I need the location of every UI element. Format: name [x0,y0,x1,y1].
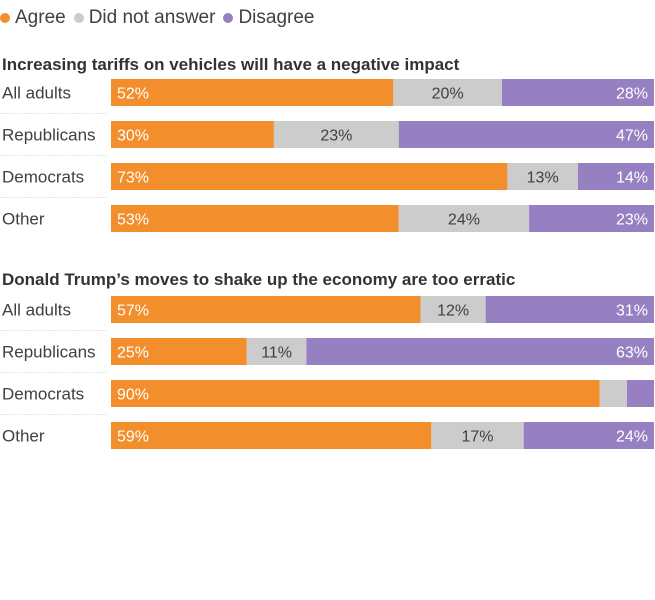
value-label-did-not-answer-all-adults: 20% [432,86,464,103]
bar-segment-did-not-answer-other [431,422,524,449]
panel-title: Donald Trump’s moves to shake up the eco… [2,270,515,289]
value-label-agree-republicans: 25% [117,345,149,362]
value-label-disagree-other: 23% [616,212,648,229]
value-label-disagree-all-adults: 28% [616,86,648,103]
bar-segment-agree-all-adults [111,296,421,323]
bar-segment-did-not-answer-democrats [599,380,627,407]
bar-segment-disagree-other [523,422,654,449]
bar-segment-agree-other [111,205,399,232]
value-label-agree-other: 53% [117,212,149,229]
value-label-did-not-answer-other: 17% [462,429,494,446]
bar-segment-agree-republicans [111,338,247,365]
panel-title: Increasing tariffs on vehicles will have… [2,55,460,74]
legend-label-disagree: Disagree [238,7,315,28]
value-label-agree-democrats: 73% [117,170,149,187]
value-label-did-not-answer-democrats: 13% [527,170,559,187]
legend-label-agree: Agree [15,7,66,28]
bar-segment-agree-other [111,422,432,449]
bar-segment-did-not-answer-all-adults [420,296,486,323]
bar-segment-disagree-all-adults [485,296,654,323]
chart-legend: Agree Did not answer Disagree [0,4,322,32]
row-label-all-adults: All adults [2,84,71,103]
value-label-disagree-republicans: 47% [616,128,648,145]
bar-segment-disagree-all-adults [501,79,654,106]
bar-segment-agree-all-adults [111,79,394,106]
value-label-did-not-answer-other: 24% [448,212,480,229]
row-label-republicans: Republicans [2,343,96,362]
bar-segment-disagree-democrats [626,380,654,407]
legend-dot-did-not-answer [73,13,84,23]
value-label-agree-other: 59% [117,429,149,446]
row-label-democrats: Democrats [2,168,84,187]
row-label-other: Other [2,427,45,446]
row-label-all-adults: All adults [2,301,71,320]
row-label-democrats: Democrats [2,385,84,404]
value-label-agree-republicans: 30% [117,128,149,145]
value-label-disagree-other: 24% [616,429,648,446]
value-label-agree-all-adults: 57% [117,303,149,320]
bar-segment-did-not-answer-republicans [246,338,307,365]
bar-segment-did-not-answer-all-adults [393,79,502,106]
legend-dot-agree [0,13,10,23]
value-label-did-not-answer-republicans: 23% [320,128,352,145]
bar-segment-did-not-answer-other [398,205,530,232]
bar-segment-disagree-democrats [577,163,654,190]
value-label-did-not-answer-all-adults: 12% [437,303,469,320]
legend-item-did-not-answer: Did not answer [73,7,216,29]
value-label-disagree-republicans: 63% [616,345,648,362]
value-label-disagree-all-adults: 31% [616,303,648,320]
row-label-republicans: Republicans [2,126,96,145]
bar-segment-did-not-answer-republicans [273,121,399,148]
legend-label-did-not-answer: Did not answer [88,7,216,28]
legend-item-disagree: Disagree [223,7,314,29]
bar-segment-disagree-republicans [306,338,654,365]
legend-item-agree: Agree [0,7,66,29]
bar-segment-disagree-republicans [398,121,654,148]
chart-panel-1: Increasing tariffs on vehicles will have… [0,55,654,232]
bar-segment-agree-republicans [111,121,274,148]
value-label-did-not-answer-republicans: 11% [261,345,292,362]
legend-dot-disagree [223,13,234,23]
bar-segment-agree-democrats [111,163,508,190]
bar-segment-agree-democrats [111,380,600,407]
chart-panel-2: Donald Trump’s moves to shake up the eco… [0,270,654,449]
row-label-other: Other [2,210,45,229]
bar-segment-disagree-other [529,205,654,232]
value-label-disagree-democrats: 14% [616,170,648,187]
value-label-agree-democrats: 90% [117,387,149,404]
bar-segment-did-not-answer-democrats [507,163,578,190]
value-label-agree-all-adults: 52% [117,86,149,103]
